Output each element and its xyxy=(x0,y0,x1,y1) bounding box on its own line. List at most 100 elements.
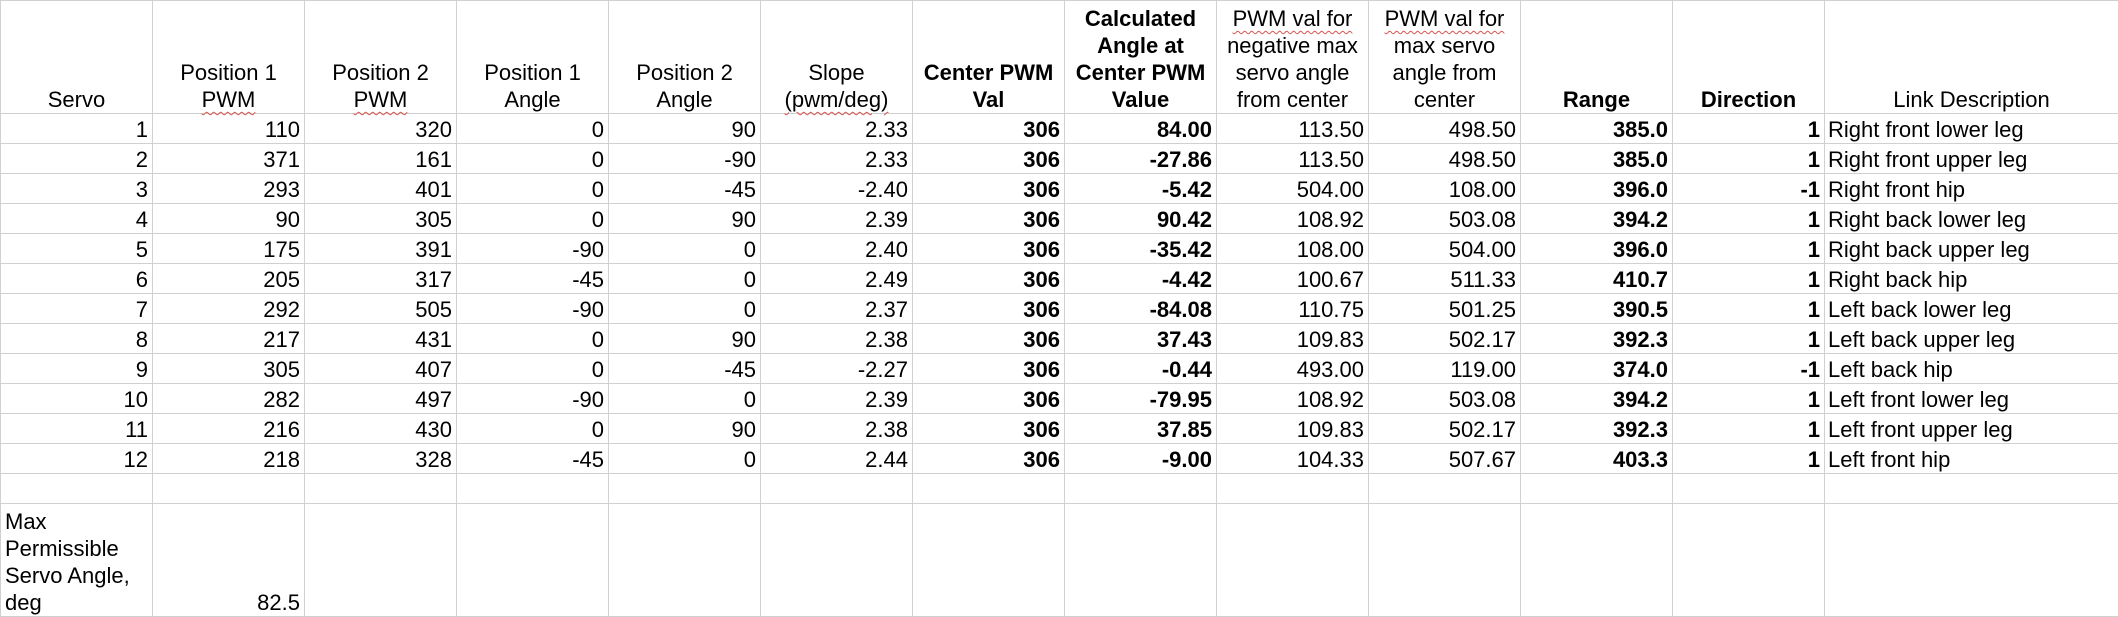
cell-calc[interactable]: 84.00 xyxy=(1065,114,1217,144)
cell-calc[interactable]: -84.08 xyxy=(1065,294,1217,324)
cell-p2pwm[interactable]: 391 xyxy=(305,234,457,264)
cell-p1ang[interactable]: 0 xyxy=(457,144,609,174)
cell-p2pwm[interactable]: 430 xyxy=(305,414,457,444)
cell-p2pwm[interactable]: 161 xyxy=(305,144,457,174)
cell-center[interactable]: 306 xyxy=(913,174,1065,204)
cell-dir[interactable]: 1 xyxy=(1673,264,1825,294)
cell-p1pwm[interactable]: 90 xyxy=(153,204,305,234)
cell-p2ang[interactable]: -45 xyxy=(609,354,761,384)
cell-center[interactable]: 306 xyxy=(913,144,1065,174)
cell-servo[interactable]: 4 xyxy=(1,204,153,234)
cell-p1ang[interactable]: 0 xyxy=(457,204,609,234)
cell-p1pwm[interactable]: 205 xyxy=(153,264,305,294)
cell-range[interactable]: 374.0 xyxy=(1521,354,1673,384)
cell-center[interactable]: 306 xyxy=(913,204,1065,234)
cell-p2pwm[interactable]: 305 xyxy=(305,204,457,234)
cell-slope[interactable]: 2.44 xyxy=(761,444,913,474)
cell-p1pwm[interactable]: 282 xyxy=(153,384,305,414)
cell-range[interactable]: 385.0 xyxy=(1521,114,1673,144)
cell-slope[interactable]: 2.39 xyxy=(761,384,913,414)
cell-max[interactable]: 504.00 xyxy=(1369,234,1521,264)
cell-max[interactable]: 503.08 xyxy=(1369,204,1521,234)
header-range[interactable]: Range xyxy=(1521,1,1673,114)
cell-calc[interactable]: -4.42 xyxy=(1065,264,1217,294)
cell-link[interactable]: Right back upper leg xyxy=(1825,234,2118,264)
cell-dir[interactable]: 1 xyxy=(1673,114,1825,144)
cell-neg[interactable]: 108.92 xyxy=(1217,384,1369,414)
cell-p1pwm[interactable]: 110 xyxy=(153,114,305,144)
empty-cell[interactable] xyxy=(761,474,913,504)
cell-dir[interactable]: 1 xyxy=(1673,324,1825,354)
cell-center[interactable]: 306 xyxy=(913,354,1065,384)
cell-link[interactable]: Left front lower leg xyxy=(1825,384,2118,414)
empty-cell[interactable] xyxy=(913,474,1065,504)
cell-p1ang[interactable]: -90 xyxy=(457,294,609,324)
empty-cell[interactable] xyxy=(1673,474,1825,504)
header-servo[interactable]: Servo xyxy=(1,1,153,114)
cell-p1ang[interactable]: -45 xyxy=(457,444,609,474)
empty-cell[interactable] xyxy=(457,474,609,504)
cell-servo[interactable]: 12 xyxy=(1,444,153,474)
cell-dir[interactable]: 1 xyxy=(1673,444,1825,474)
cell-range[interactable]: 396.0 xyxy=(1521,174,1673,204)
cell-p2pwm[interactable]: 407 xyxy=(305,354,457,384)
empty-cell[interactable] xyxy=(1521,474,1673,504)
cell-p1ang[interactable]: -90 xyxy=(457,384,609,414)
cell-range[interactable]: 394.2 xyxy=(1521,384,1673,414)
empty-cell[interactable] xyxy=(457,504,609,617)
cell-slope[interactable]: 2.38 xyxy=(761,324,913,354)
cell-p1ang[interactable]: -90 xyxy=(457,234,609,264)
cell-max[interactable]: 498.50 xyxy=(1369,114,1521,144)
empty-cell[interactable] xyxy=(761,504,913,617)
cell-center[interactable]: 306 xyxy=(913,414,1065,444)
cell-dir[interactable]: 1 xyxy=(1673,144,1825,174)
cell-servo[interactable]: 10 xyxy=(1,384,153,414)
cell-p2ang[interactable]: 90 xyxy=(609,414,761,444)
cell-calc[interactable]: -5.42 xyxy=(1065,174,1217,204)
cell-p2pwm[interactable]: 328 xyxy=(305,444,457,474)
cell-p2ang[interactable]: 0 xyxy=(609,294,761,324)
cell-link[interactable]: Left back lower leg xyxy=(1825,294,2118,324)
cell-p1ang[interactable]: 0 xyxy=(457,174,609,204)
cell-dir[interactable]: -1 xyxy=(1673,354,1825,384)
cell-calc[interactable]: 37.43 xyxy=(1065,324,1217,354)
cell-p2ang[interactable]: 0 xyxy=(609,234,761,264)
cell-p1pwm[interactable]: 175 xyxy=(153,234,305,264)
cell-neg[interactable]: 104.33 xyxy=(1217,444,1369,474)
cell-max[interactable]: 108.00 xyxy=(1369,174,1521,204)
cell-p1ang[interactable]: 0 xyxy=(457,114,609,144)
cell-p2pwm[interactable]: 401 xyxy=(305,174,457,204)
cell-p2ang[interactable]: 0 xyxy=(609,384,761,414)
cell-p2ang[interactable]: 90 xyxy=(609,204,761,234)
cell-range[interactable]: 403.3 xyxy=(1521,444,1673,474)
cell-p2ang[interactable]: 90 xyxy=(609,324,761,354)
cell-range[interactable]: 390.5 xyxy=(1521,294,1673,324)
cell-neg[interactable]: 113.50 xyxy=(1217,144,1369,174)
cell-link[interactable]: Right back hip xyxy=(1825,264,2118,294)
empty-cell[interactable] xyxy=(1065,504,1217,617)
cell-max[interactable]: 119.00 xyxy=(1369,354,1521,384)
cell-p2ang[interactable]: 0 xyxy=(609,264,761,294)
cell-center[interactable]: 306 xyxy=(913,324,1065,354)
cell-slope[interactable]: 2.39 xyxy=(761,204,913,234)
header-direction[interactable]: Direction xyxy=(1673,1,1825,114)
empty-cell[interactable] xyxy=(1369,474,1521,504)
cell-p2pwm[interactable]: 317 xyxy=(305,264,457,294)
empty-cell[interactable] xyxy=(1825,504,2118,617)
empty-cell[interactable] xyxy=(609,504,761,617)
cell-p1ang[interactable]: -45 xyxy=(457,264,609,294)
cell-slope[interactable]: 2.33 xyxy=(761,114,913,144)
cell-dir[interactable]: 1 xyxy=(1673,294,1825,324)
cell-range[interactable]: 385.0 xyxy=(1521,144,1673,174)
cell-p1ang[interactable]: 0 xyxy=(457,414,609,444)
cell-slope[interactable]: 2.33 xyxy=(761,144,913,174)
cell-center[interactable]: 306 xyxy=(913,294,1065,324)
cell-max[interactable]: 502.17 xyxy=(1369,414,1521,444)
